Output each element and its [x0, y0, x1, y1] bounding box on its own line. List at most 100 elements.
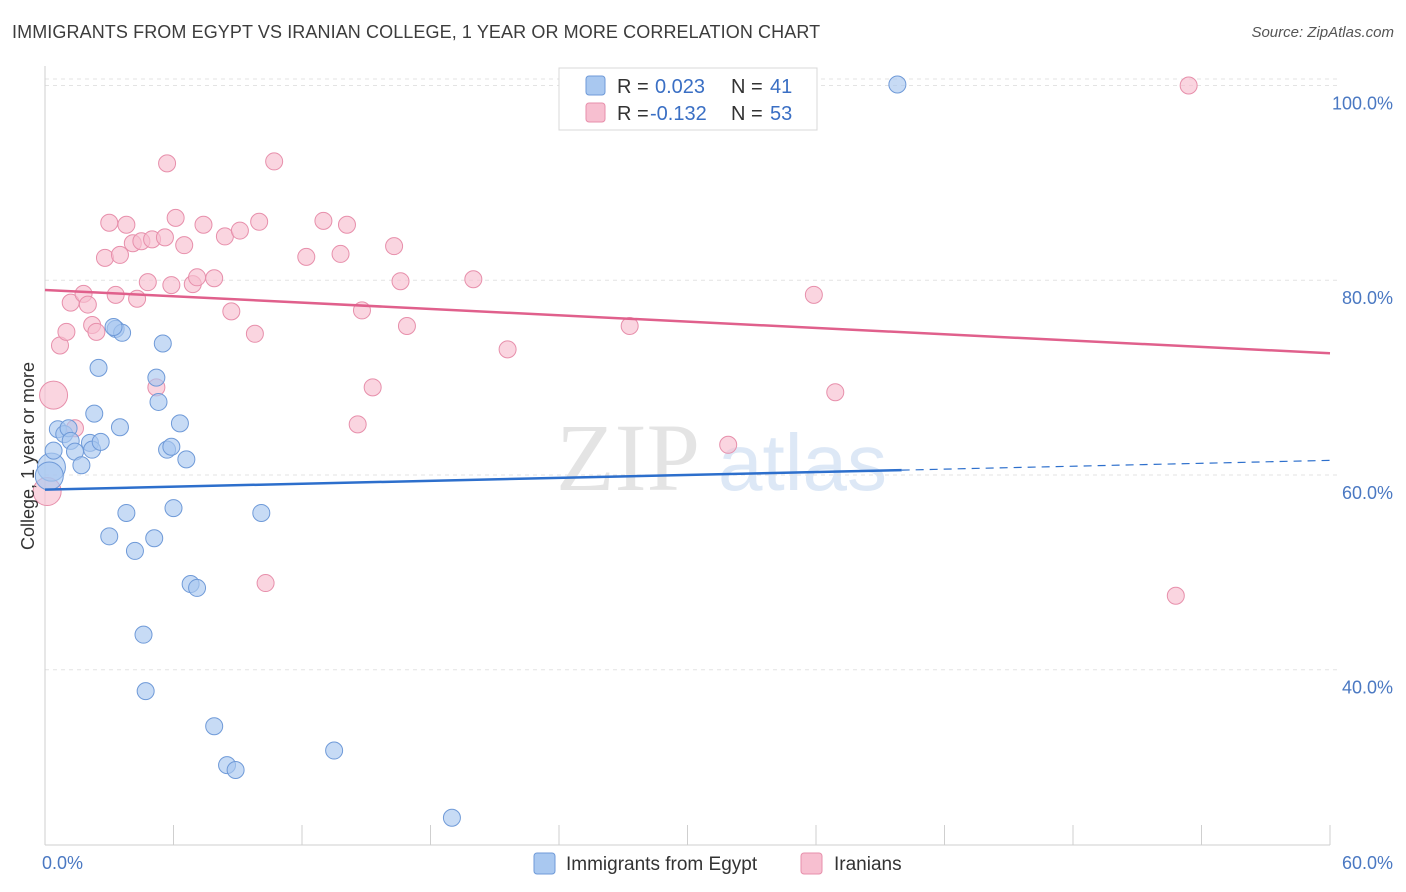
iran-point-33 [245, 324, 264, 343]
egypt-point-24 [153, 334, 172, 353]
iran-point-35 [256, 574, 275, 593]
iran-point-31 [222, 302, 241, 321]
iran-point-25 [175, 236, 194, 255]
iran-point-11 [100, 213, 119, 232]
legend-iran-r-value: -0.132 [650, 103, 707, 125]
egypt-point-28 [170, 414, 189, 433]
iran-point-36 [265, 152, 284, 171]
iran-point-40 [337, 215, 356, 234]
iran-point-14 [117, 215, 136, 234]
iran-point-47 [464, 270, 483, 289]
egypt-point-22 [147, 368, 166, 387]
egypt-point-19 [134, 625, 153, 644]
iran-point-22 [158, 154, 177, 173]
egypt-point-26 [162, 437, 181, 456]
legend-egypt-n-value: 41 [770, 76, 792, 98]
iran-point-16 [128, 289, 147, 308]
egypt-point-11 [91, 432, 110, 451]
y-axis-label: College, 1 year or more [18, 362, 38, 550]
iran-point-38 [314, 211, 333, 230]
legend-egypt-r-label: R = [617, 76, 649, 98]
legend-egypt-n-label: N = [731, 76, 763, 98]
iran-point-29 [205, 269, 224, 288]
egypt-point-32 [205, 717, 224, 736]
y-tick-label-0: 40.0% [1342, 678, 1393, 698]
legend-egypt-r-value: 0.023 [655, 76, 705, 98]
legend-iran-r-label: R = [617, 103, 649, 125]
egypt-point-12 [89, 358, 108, 377]
egypt-point-39 [34, 461, 64, 491]
iran-point-27 [188, 268, 207, 287]
iran-point-1 [39, 380, 69, 410]
y-tick-label-1: 60.0% [1342, 483, 1393, 503]
iran-point-51 [804, 285, 823, 304]
iran-point-28 [194, 215, 213, 234]
bottom-legend-iran-swatch [800, 852, 823, 875]
iran-point-7 [78, 295, 97, 314]
iran-point-3 [57, 322, 76, 341]
x-tick-label-1: 60.0% [1342, 853, 1393, 873]
bottom-legend-egypt-swatch [533, 852, 556, 875]
egypt-point-7 [72, 456, 91, 475]
iran-point-53 [1166, 586, 1185, 605]
iran-point-41 [348, 415, 367, 434]
legend-iran-n-label: N = [731, 103, 763, 125]
gridlines [45, 78, 1340, 671]
y-tick-label-2: 80.0% [1342, 288, 1393, 308]
egypt-point-27 [164, 499, 183, 518]
x-tick-label-0: 0.0% [42, 853, 83, 873]
egypt-point-37 [442, 808, 461, 827]
egypt-point-36 [325, 741, 344, 760]
iran-point-54 [1179, 76, 1198, 95]
egypt-point-17 [117, 503, 136, 522]
iran-point-30 [215, 227, 234, 246]
bottom-legend-egypt-label: Immigrants from Egypt [566, 854, 758, 875]
iran-point-50 [719, 435, 738, 454]
egypt-point-21 [145, 529, 164, 548]
iran-point-48 [498, 340, 517, 359]
iran-point-46 [397, 316, 416, 335]
egypt-point-18 [125, 541, 144, 560]
iran-point-44 [385, 237, 404, 256]
egypt-point-34 [226, 761, 245, 780]
egypt-point-15 [110, 418, 129, 437]
iran-point-34 [250, 212, 269, 231]
egypt-point-23 [149, 392, 168, 411]
egypt-point-1 [44, 441, 63, 460]
iran-point-49 [620, 316, 639, 335]
watermark-zip: ZIP [556, 404, 700, 511]
iran-point-9 [87, 322, 106, 341]
legend-iran-n-value: 53 [770, 103, 792, 125]
chart-title: IMMIGRANTS FROM EGYPT VS IRANIAN COLLEGE… [12, 22, 821, 42]
egypt-point-29 [177, 450, 196, 469]
y-tick-label-3: 100.0% [1332, 93, 1393, 113]
iran-point-45 [391, 272, 410, 291]
legend-egypt-swatch [585, 75, 606, 96]
iran-point-18 [138, 273, 157, 292]
series-legend: Immigrants from Egypt Iranians [533, 852, 902, 875]
iran-point-23 [162, 276, 181, 295]
egypt-trend-extension [901, 459, 1331, 471]
iran-point-37 [297, 247, 316, 266]
iran-point-21 [155, 228, 174, 247]
legend-iran-swatch [585, 102, 606, 123]
trend-lines [44, 288, 1331, 491]
egypt-points [34, 75, 907, 827]
egypt-point-10 [85, 404, 104, 423]
iranians-points [32, 76, 1198, 605]
correlation-legend: R = 0.023 N = 41 R = -0.132 N = 53 [558, 67, 818, 131]
egypt-point-31 [188, 578, 207, 597]
egypt-trend-line [44, 468, 902, 491]
watermark-atlas: atlas [718, 418, 887, 507]
iran-point-13 [110, 245, 129, 264]
tick-labels: 40.0% 60.0% 80.0% 100.0% 0.0% 60.0% [42, 93, 1393, 873]
iran-trend-line [44, 288, 1331, 355]
iran-point-43 [363, 378, 382, 397]
egypt-point-40 [104, 317, 123, 336]
iran-point-52 [826, 383, 845, 402]
egypt-point-13 [100, 527, 119, 546]
iran-point-39 [331, 244, 350, 263]
iran-point-10 [95, 248, 114, 267]
iran-point-24 [166, 208, 185, 227]
